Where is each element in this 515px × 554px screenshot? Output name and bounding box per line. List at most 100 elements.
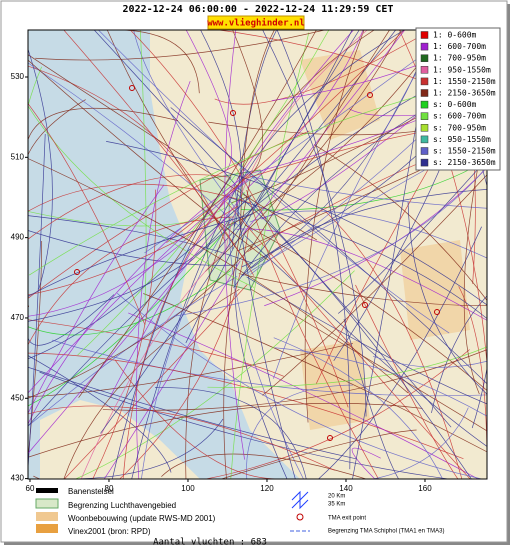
flight-track [373,407,469,479]
tma-exit-point [327,435,333,441]
x-tick-label: 140 [339,484,353,493]
flight-track [225,30,368,250]
flight-track [249,30,390,250]
legend-label: 1: 950-1550m [433,65,491,74]
legend-swatch [420,54,429,62]
flight-track [200,30,242,227]
flight-track [244,224,487,391]
flight-track [214,30,396,254]
y-tick-label: 470 [11,313,25,322]
flight-track [224,30,245,460]
flight-track [407,201,487,395]
flight-track [77,30,330,356]
site: www.vlieghinder.nl [207,18,305,29]
y-tick-label: 430 [11,474,25,483]
flight-track [28,319,284,377]
flight-track [141,201,244,479]
flight-track [28,352,464,460]
y-tick-label: 510 [11,152,25,161]
flight-track [262,174,487,396]
legend-label: s: 0-600m [433,100,477,109]
flight-track [325,211,463,479]
legend-label: 1: 1550-2150m [433,77,496,86]
flight-track [229,197,487,319]
land [40,400,200,479]
flight-track [63,288,240,479]
housing [300,50,470,430]
flight-track [131,174,245,479]
flight-track [114,359,278,479]
legend-label: s: 700-950m [433,123,486,132]
flight-track [28,99,86,205]
flight-track [28,184,165,414]
legend-label: s: 1550-2150m [433,147,496,156]
tma-exit: TMA exit point [328,516,366,522]
flight-track [75,270,355,479]
flight-track [28,107,179,140]
flight-track [161,453,367,479]
y-tick-label: 490 [11,233,25,242]
runways: Banenstelsel [68,487,114,496]
flight-track [273,337,443,479]
flight-track [431,295,487,413]
flight-track [28,62,245,231]
flight-track [372,355,487,368]
flight-track [223,180,251,479]
x-tick-label: 80 [105,484,114,493]
tma-exit-point [362,302,368,308]
flight-track [274,347,487,417]
km35: 35 Km [328,502,345,508]
flight-track [35,30,325,61]
tma-exit-point [74,269,80,275]
housing-swatch [36,512,58,521]
legend-box [415,27,501,171]
flight-track [304,30,365,423]
flight-track [173,166,487,317]
y-tick-label: 530 [11,72,25,81]
legend-swatch [420,42,429,51]
flight-track [276,30,351,470]
flight-track [28,276,238,427]
tma-boundary: Begrenzing TMA Schiphol (TMA1 en TMA3) [328,529,445,535]
flight-track [28,366,357,460]
flight-track [122,173,249,479]
y-tick-label: 450 [11,393,25,402]
flight-track [28,133,46,469]
flight-track [226,201,471,479]
x-tick-label: 100 [181,484,195,493]
flight-track [185,30,232,171]
legend-label: s: 600-700m [433,112,486,121]
flight-track [116,293,482,479]
flight-track [28,199,241,454]
flight-track [136,81,191,479]
flight-track [28,169,253,425]
legend-swatch [420,112,429,120]
flight-track [155,387,307,479]
flight-track [28,158,409,394]
flight-track [28,82,439,427]
flight-track [166,30,405,244]
flight-track [130,30,349,408]
flight-track [28,220,229,322]
km20: 20 Km [328,494,345,500]
period: 2022-12-24 06:00:00 - 2022-12-24 11:29:5… [123,4,394,15]
flight-track [351,447,381,479]
flight-track [78,30,317,398]
flight-track [28,178,249,394]
flight-track [221,429,417,479]
flight-track [106,141,487,306]
flight-track [100,30,353,434]
legend-label: 1: 2150-3650m [433,89,496,98]
flight-track [262,30,367,417]
flight-track [28,213,254,297]
flight-track [110,30,354,397]
flight-track [246,384,353,479]
flight-track [240,159,487,211]
x-tick-label: 120 [260,484,274,493]
flight-track [28,294,115,346]
flight-track [39,371,449,479]
flight-track [28,402,423,458]
flight-track [133,30,254,232]
